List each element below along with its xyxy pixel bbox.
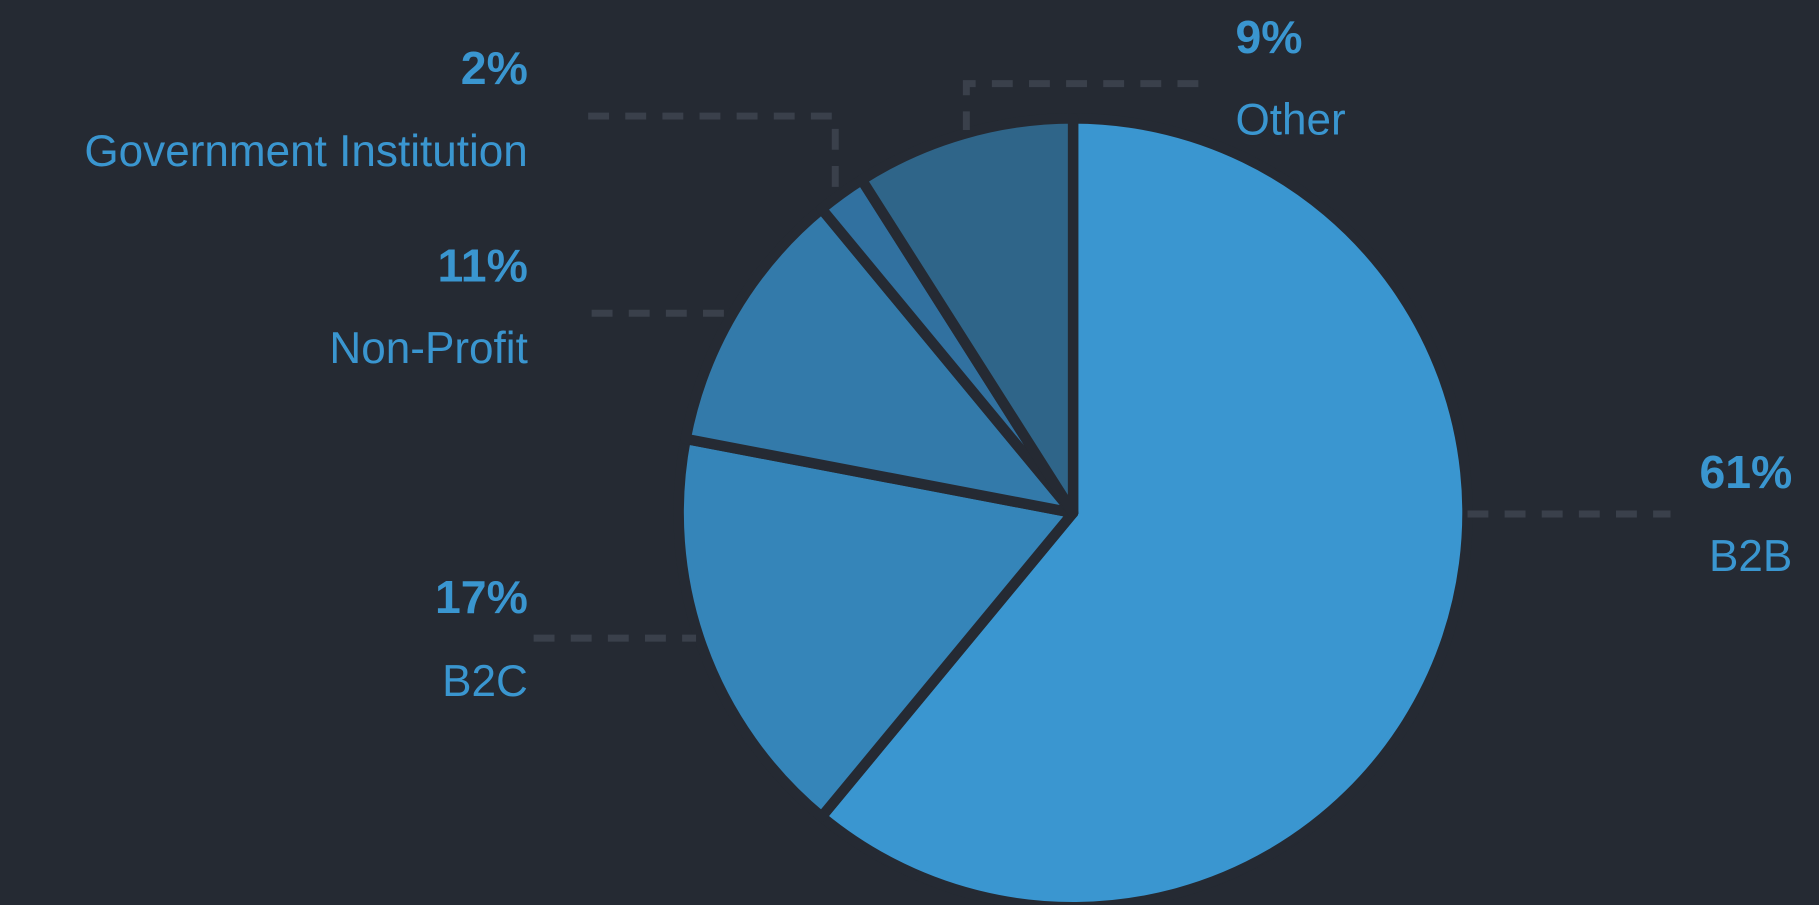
percent-label: 61% <box>1699 446 1792 498</box>
category-label: B2C <box>442 657 528 706</box>
percent-label: 9% <box>1235 11 1302 63</box>
category-label: Non-Profit <box>329 324 527 373</box>
pie-slice <box>856 113 1079 519</box>
percent-label: 2% <box>461 42 528 94</box>
percent-label: 11% <box>438 239 528 291</box>
pie-slice <box>680 203 1079 519</box>
leader-line <box>962 80 1199 130</box>
leader-line <box>588 112 839 195</box>
pie-slice <box>673 433 1079 822</box>
percent-label: 17% <box>435 571 528 623</box>
category-label: Government Institution <box>84 127 527 176</box>
category-label: B2B <box>1709 532 1792 581</box>
category-label: Other <box>1235 96 1345 145</box>
